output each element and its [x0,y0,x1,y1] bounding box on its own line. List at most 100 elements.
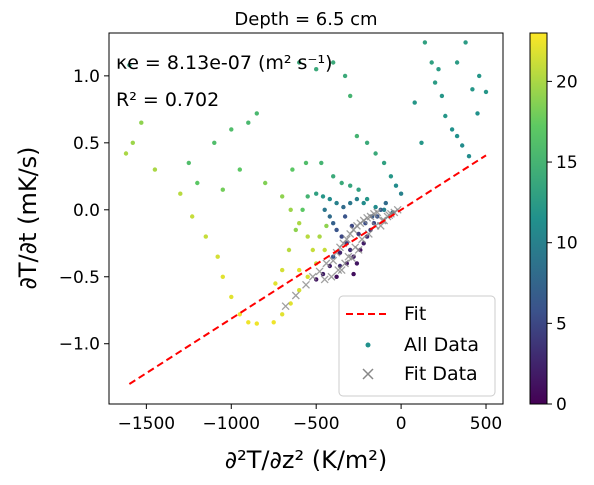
x-tick-label-1: −1000 [203,414,261,434]
all-data-point-14 [280,312,285,317]
all-data-point-3 [152,167,158,172]
all-data-point-48 [331,60,336,65]
fit-data-point-6 [329,256,338,265]
fit-data-point-28 [334,266,343,275]
all-data-point-120 [317,234,322,239]
all-data-point-39 [348,183,353,188]
all-data-point-64 [439,93,445,99]
all-data-point-33 [305,234,310,239]
legend-fit-data-marker [362,368,374,380]
all-data-point-9 [229,294,234,300]
all-data-point-106 [348,200,353,206]
fit-data-point-1 [291,291,300,300]
all-data-point-75 [483,89,489,95]
fit-data-point-33 [344,252,353,261]
y-tick-label-1: −0.5 [59,268,100,288]
colorbar-tick-label-2: 10 [556,234,578,254]
all-data-point-55 [388,174,394,179]
all-data-point-30 [280,194,285,199]
legend-fit-data-label: Fit Data [404,363,478,385]
all-data-point-79 [334,227,339,233]
colorbar-tick-label-1: 5 [556,314,567,334]
all-data-point-17 [305,274,310,279]
all-data-point-113 [305,194,310,199]
all-data-point-82 [348,247,353,253]
fit-data-point-39 [385,211,394,220]
all-data-point-111 [320,194,326,199]
x-axis-ticks: −1500 −1000 −500 0 500 [118,404,502,434]
all-data-point-67 [454,133,460,139]
kappa-annotation: κe = 8.13e-07 (m² s⁻¹) [116,52,333,74]
fit-data-point-0 [281,302,290,311]
all-data-point-74 [477,73,482,79]
all-data-point-38 [339,180,344,186]
all-data-point-89 [371,221,377,226]
fit-data-point-27 [327,272,336,281]
colorbar-tick-label-3: 15 [556,153,578,173]
all-data-point-35 [303,160,309,166]
all-data-point-0 [123,151,129,156]
all-data-point-11 [246,320,251,325]
all-data-point-12 [254,321,259,326]
all-data-point-108 [361,200,366,206]
all-data-point-6 [203,234,208,239]
x-tick-label-0: −1500 [118,414,176,434]
all-data-point-41 [364,196,370,202]
fit-data-point-19 [373,208,382,217]
all-data-point-119 [310,247,315,253]
y-tick-label-4: 1.0 [73,67,100,87]
all-data-point-7 [215,254,220,259]
all-data-point-15 [288,301,293,306]
all-data-point-36 [319,160,324,166]
all-data-point-31 [288,207,293,212]
all-data-point-4 [178,191,183,196]
fit-data-point-3 [308,272,317,281]
all-data-point-58 [412,100,417,105]
all-data-point-124 [297,267,302,273]
legend-box [338,295,496,397]
all-data-point-53 [373,151,378,156]
legend-all-data-label: All Data [404,334,479,356]
all-data-point-110 [327,196,332,202]
all-data-point-115 [293,227,298,233]
all-data-point-5 [190,214,195,219]
fit-data-point-2 [302,280,310,289]
all-data-point-95 [356,231,361,237]
all-data-point-63 [436,67,441,72]
x-tick-label-2: −500 [293,414,340,434]
fit-data-point-34 [351,243,360,252]
all-data-point-43 [381,207,387,212]
all-data-point-50 [348,93,353,99]
all-data-point-93 [342,214,348,219]
all-data-point-117 [280,267,285,273]
all-data-point-69 [466,154,472,159]
plot-frame [108,32,504,405]
all-data-point-2 [139,120,144,125]
chart-title: Depth = 6.5 cm [234,9,377,30]
all-data-point-102 [334,274,339,279]
all-data-point-52 [364,140,370,145]
all-data-point-13 [271,320,276,325]
all-data-point-59 [419,140,424,145]
all-data-point-84 [354,261,360,266]
all-data-point-121 [324,223,329,229]
y-axis-ticks: −1.0 −0.5 0.0 0.5 1.0 [59,67,109,355]
colorbar-ticks: 0 5 10 15 20 [547,72,578,415]
all-data-point-27 [237,167,242,172]
plot-marks [123,40,489,385]
all-data-point-29 [263,180,268,186]
all-data-point-77 [327,214,332,219]
fit-data-point-10 [342,235,351,244]
fit-data-point-5 [322,259,331,268]
all-data-point-46 [297,60,302,65]
all-data-point-51 [354,133,360,139]
colorbar-gradient [529,32,548,405]
all-data-point-109 [334,200,339,206]
r2-annotation: R² = 0.702 [116,89,219,111]
all-data-point-1 [130,140,135,145]
all-data-point-22 [186,160,191,166]
all-data-point-28 [220,187,225,192]
fit-data-point-26 [320,275,329,284]
all-data-point-68 [460,143,465,148]
